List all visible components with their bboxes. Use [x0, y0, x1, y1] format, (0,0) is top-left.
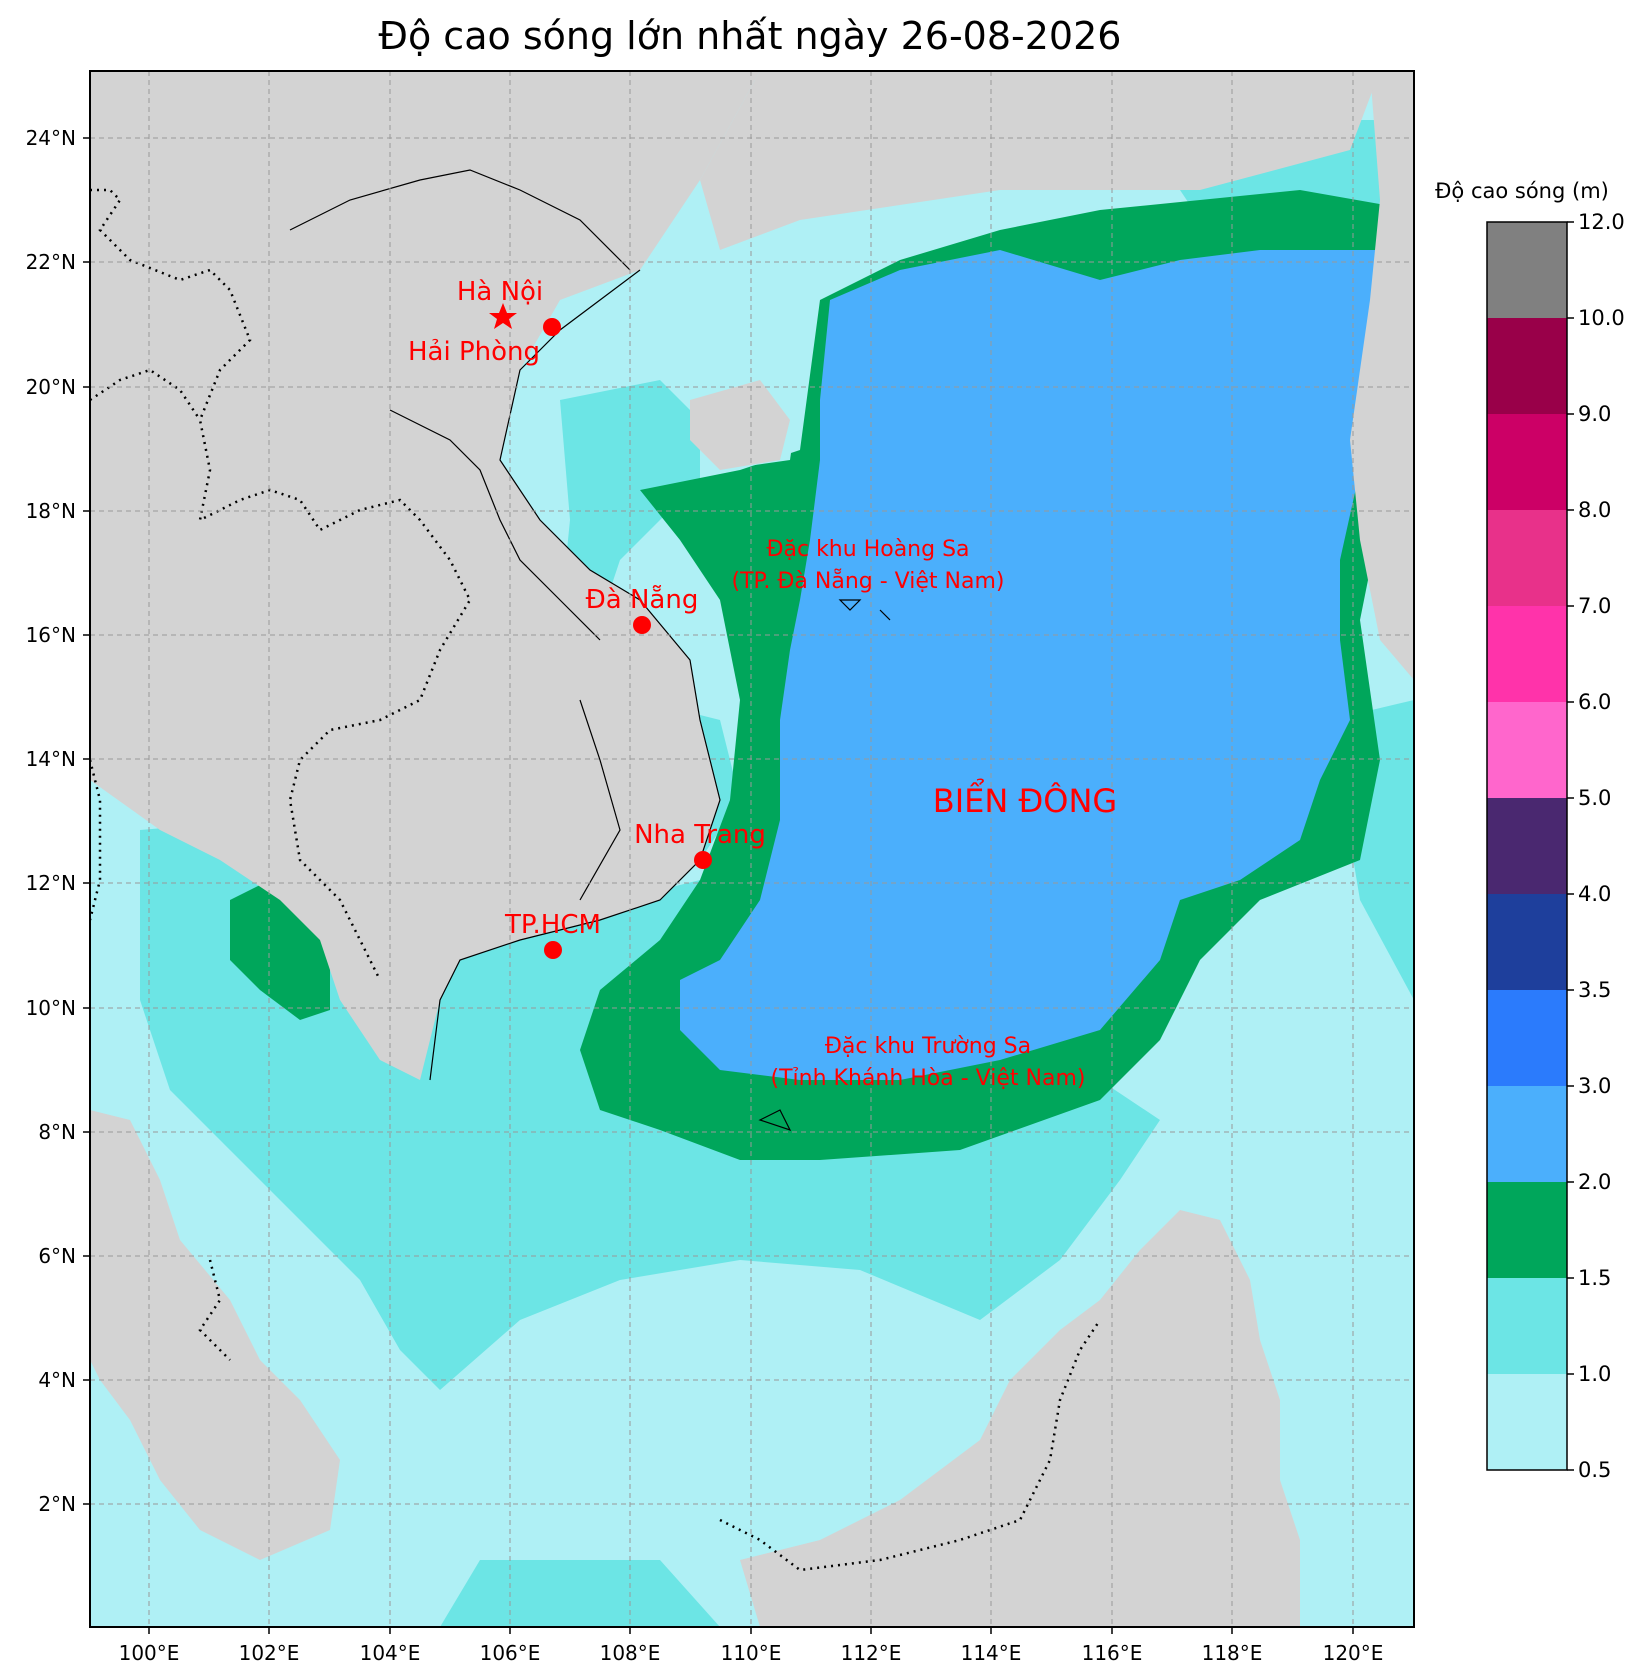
colorbar-swatch-2.0-3.0 — [1487, 1086, 1567, 1182]
hcm-marker — [544, 941, 562, 959]
malay-peninsula-land — [90, 1110, 340, 1560]
wave-zone-2.0-3.0 — [680, 250, 1414, 1080]
lon-tick-label: 110°E — [721, 1641, 782, 1665]
hoang-sa-label-line1: Đặc khu Hoàng Sa — [766, 537, 969, 562]
international-borders — [90, 188, 1102, 1572]
lon-tick-label: 118°E — [1202, 1641, 1263, 1665]
colorbar-tick-label: 12.0 — [1578, 210, 1625, 234]
hainan-land — [690, 380, 790, 470]
nhatrang-marker — [694, 851, 712, 869]
city-label-haiphong: Hải Phòng — [408, 337, 540, 367]
lat-tick-label: 2°N — [38, 1492, 76, 1516]
city-label-nhatrang: Nha Trang — [634, 820, 766, 850]
colorbar-swatch-3.5-4.0 — [1487, 894, 1567, 990]
colorbar-frame — [1486, 221, 1568, 1471]
city-label-danang: Đà Nẵng — [586, 584, 699, 615]
colorbar-label: Độ cao sóng (m) — [1435, 179, 1609, 203]
colorbar-tick-label: 5.0 — [1578, 786, 1611, 810]
danang-marker — [633, 616, 651, 634]
lon-tick-label: 102°E — [239, 1641, 300, 1665]
lat-tick-label: 10°N — [26, 996, 76, 1020]
tick-marks — [83, 137, 1354, 1634]
colorbar-swatch-4.0-5.0 — [1487, 798, 1567, 894]
hanoi-star-marker — [489, 303, 517, 329]
colorbar-tick-label: 9.0 — [1578, 402, 1611, 426]
lon-tick-label: 114°E — [961, 1641, 1022, 1665]
colorbar-tick-label: 2.0 — [1578, 1170, 1611, 1194]
colorbar-swatch-8.0-9.0 — [1487, 414, 1567, 510]
colorbar-swatch-9.0-10.0 — [1487, 318, 1567, 414]
colorbar: Độ cao sóng (m) 0. — [1435, 179, 1625, 1482]
lon-tick-label: 104°E — [360, 1641, 421, 1665]
lat-tick-label: 22°N — [26, 250, 76, 274]
lon-tick-label: 106°E — [480, 1641, 541, 1665]
hoang-sa-label-line2: (TP. Đà Nẵng - Việt Nam) — [732, 568, 1005, 594]
region-labels: Đặc khu Hoàng Sa (TP. Đà Nẵng - Việt Nam… — [732, 537, 1118, 1091]
lat-tick-label: 14°N — [26, 747, 76, 771]
lat-tick-label: 12°N — [26, 871, 76, 895]
city-labels: Hà Nội Hải Phòng Đà Nẵng Nha Trang TP.HC… — [408, 277, 766, 940]
colorbar-tick-label: 4.0 — [1578, 882, 1611, 906]
colorbar-swatch-1.0-1.5 — [1487, 1278, 1567, 1374]
haiphong-marker — [543, 318, 561, 336]
land — [90, 71, 1414, 1627]
colorbar-tick-label: 3.0 — [1578, 1074, 1611, 1098]
bien-dong-label: BIỂN ĐÔNG — [933, 778, 1117, 820]
colorbar-swatch-1.5-2.0 — [1487, 1182, 1567, 1278]
colorbar-tick-label: 7.0 — [1578, 594, 1611, 618]
coastlines — [289, 169, 891, 1132]
luzon-land — [1350, 71, 1414, 680]
gridlines — [90, 71, 1414, 1627]
colorbar-swatch-0.5-1.0 — [1487, 1374, 1567, 1470]
lat-tick-label: 24°N — [26, 126, 76, 150]
truong-sa-label-line1: Đặc khu Trường Sa — [825, 1034, 1031, 1059]
lat-tick-label: 8°N — [38, 1120, 76, 1144]
lon-tick-labels: 100°E 102°E 104°E 106°E 108°E 110°E 112°… — [119, 1641, 1384, 1665]
lon-tick-label: 100°E — [119, 1641, 180, 1665]
colorbar-swatch-3.0-3.5 — [1487, 990, 1567, 1086]
lat-tick-label: 20°N — [26, 375, 76, 399]
city-markers — [489, 303, 712, 959]
colorbar-tick-label: 8.0 — [1578, 498, 1611, 522]
lat-tick-label: 18°N — [26, 499, 76, 523]
colorbar-swatch-7.0-8.0 — [1487, 510, 1567, 606]
lon-tick-label: 116°E — [1082, 1641, 1143, 1665]
borneo-land — [740, 1210, 1300, 1627]
colorbar-tick-label: 6.0 — [1578, 690, 1611, 714]
plot-frame — [89, 70, 1415, 1628]
truong-sa-label-line2: (Tỉnh Khánh Hòa - Việt Nam) — [771, 1066, 1086, 1091]
colorbar-tick-label: 3.5 — [1578, 978, 1611, 1002]
map-title: Độ cao sóng lớn nhất ngày 26-08-2026 — [378, 14, 1122, 58]
indochina-land — [90, 71, 760, 1080]
lat-tick-label: 16°N — [26, 623, 76, 647]
colorbar-swatch-10.0-12.0 — [1487, 222, 1567, 318]
colorbar-swatch-5.0-6.0 — [1487, 702, 1567, 798]
colorbar-tick-label: 10.0 — [1578, 306, 1625, 330]
southern-china-land — [700, 71, 1380, 250]
lat-tick-labels: 2°N 4°N 6°N 8°N 10°N 12°N 14°N 16°N 18°N… — [26, 126, 76, 1516]
city-label-hanoi: Hà Nội — [457, 277, 543, 307]
lat-tick-label: 6°N — [38, 1244, 76, 1268]
city-label-hcm: TP.HCM — [504, 910, 601, 940]
colorbar-tick-label: 1.5 — [1578, 1266, 1611, 1290]
lon-tick-label: 120°E — [1323, 1641, 1384, 1665]
lon-tick-label: 112°E — [841, 1641, 902, 1665]
colorbar-tick-label: 1.0 — [1578, 1362, 1611, 1386]
lat-tick-label: 4°N — [38, 1368, 76, 1392]
colorbar-tick-label: 0.5 — [1578, 1458, 1611, 1482]
colorbar-swatch-6.0-7.0 — [1487, 606, 1567, 702]
lon-tick-label: 108°E — [600, 1641, 661, 1665]
